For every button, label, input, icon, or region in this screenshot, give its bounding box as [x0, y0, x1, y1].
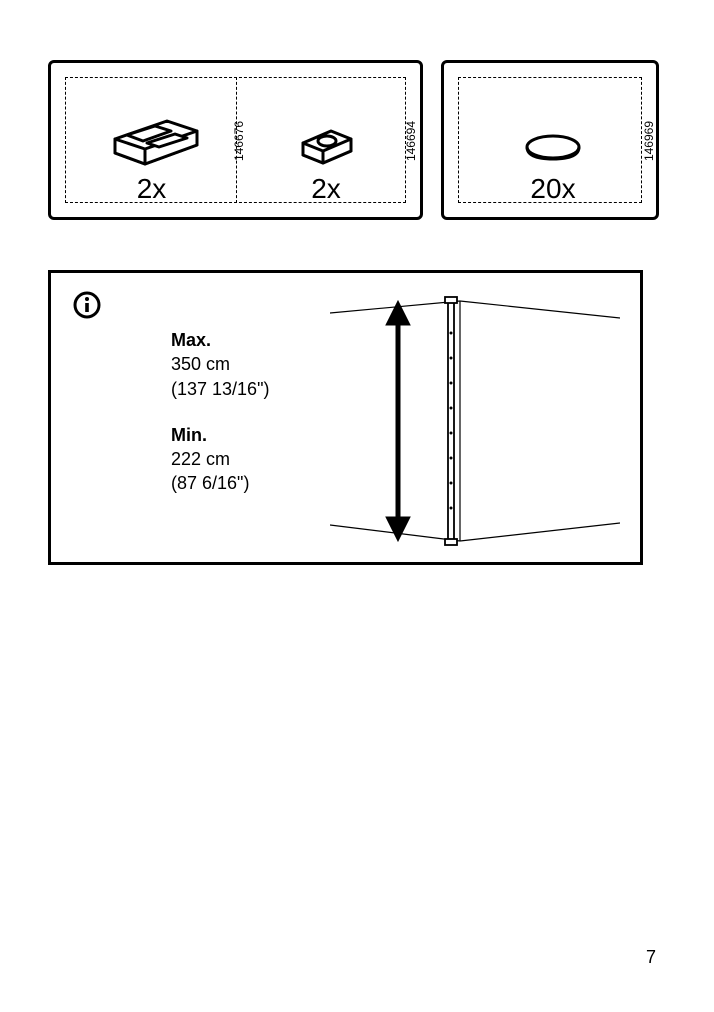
part-sku-146694: 146694: [404, 121, 418, 161]
info-icon: [73, 291, 101, 319]
part-cell-146676: 146676 2x: [69, 85, 234, 205]
part-sku-146969: 146969: [642, 121, 656, 161]
min-block: Min. 222 cm (87 6/16"): [171, 423, 269, 496]
min-label: Min.: [171, 423, 269, 447]
square-nut-icon: [291, 119, 361, 169]
max-in: (137 13/16"): [171, 377, 269, 401]
oval-cap-icon: [513, 129, 593, 169]
part-qty-146969: 20x: [530, 173, 575, 205]
min-cm: 222 cm: [171, 447, 269, 471]
page-number: 7: [646, 947, 656, 968]
part-sku-146676: 146676: [232, 121, 246, 161]
part-qty-146694: 2x: [311, 173, 341, 205]
part-qty-146676: 2x: [137, 173, 167, 205]
parts-row: 146676 2x 146694: [48, 60, 666, 220]
part-cell-146694: 146694 2x: [246, 85, 406, 205]
max-block: Max. 350 cm (137 13/16"): [171, 328, 269, 401]
info-panel: Max. 350 cm (137 13/16") Min. 222 cm (87…: [48, 270, 643, 565]
info-text: Max. 350 cm (137 13/16") Min. 222 cm (87…: [171, 328, 269, 518]
parts-bag-1: 146676 2x 146694: [48, 60, 423, 220]
max-cm: 350 cm: [171, 352, 269, 376]
part-cell-146969: 146969 20x: [462, 85, 644, 205]
bracket-block-icon: [97, 109, 207, 169]
max-label: Max.: [171, 328, 269, 352]
manual-page: 146676 2x 146694: [0, 0, 714, 1012]
parts-bag-2: 146969 20x: [441, 60, 659, 220]
pole-diagram: [330, 283, 620, 553]
min-in: (87 6/16"): [171, 471, 269, 495]
